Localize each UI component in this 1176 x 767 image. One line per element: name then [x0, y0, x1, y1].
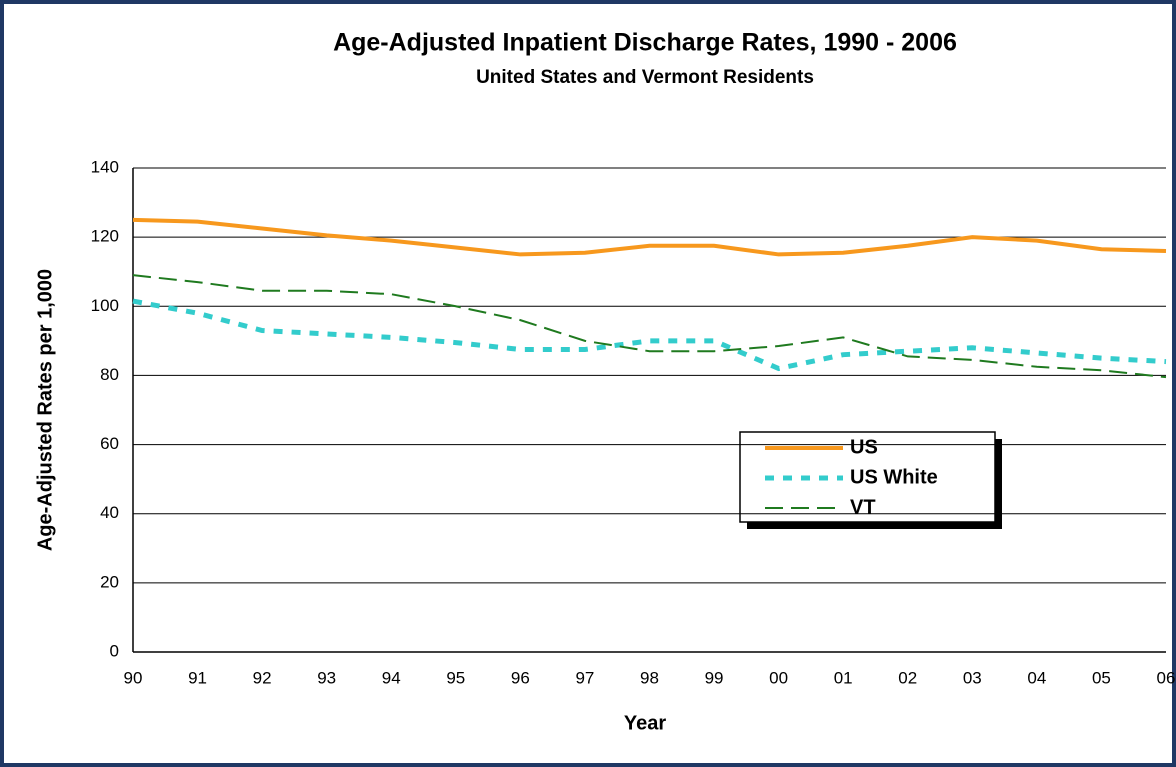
- x-tick-label: 90: [124, 668, 143, 687]
- x-tick-label: 04: [1027, 668, 1046, 687]
- legend-label: VT: [850, 496, 876, 518]
- y-tick-label: 100: [91, 296, 119, 315]
- legend-label: US: [850, 436, 878, 458]
- y-tick-label: 0: [110, 641, 119, 660]
- x-tick-label: 00: [769, 668, 788, 687]
- y-axis-title: Age-Adjusted Rates per 1,000: [34, 269, 56, 551]
- legend: US US White VT: [739, 431, 1002, 529]
- chart-title: Age-Adjusted Inpatient Discharge Rates, …: [333, 29, 957, 57]
- y-tick-label: 140: [91, 157, 119, 176]
- x-tick-label: 01: [834, 668, 853, 687]
- x-tick-label: 95: [446, 668, 465, 687]
- y-tick-label: 20: [100, 572, 119, 591]
- series-line: [132, 298, 1167, 372]
- series-line: [132, 274, 1167, 379]
- y-tick-label: 80: [100, 365, 119, 384]
- x-tick-label: 91: [188, 668, 207, 687]
- y-tick-label: 120: [91, 227, 119, 246]
- x-tick-label: 99: [705, 668, 724, 687]
- x-tick-label: 98: [640, 668, 659, 687]
- x-tick-label: 05: [1092, 668, 1111, 687]
- x-axis-title: Year: [624, 712, 666, 734]
- x-tick-label: 97: [575, 668, 594, 687]
- chart-subtitle: United States and Vermont Residents: [476, 67, 814, 88]
- y-tick-label: 40: [100, 503, 119, 522]
- y-tick-label: 60: [100, 434, 119, 453]
- x-tick-label: 93: [317, 668, 336, 687]
- x-tick-label: 96: [511, 668, 530, 687]
- x-tick-label: 06: [1157, 668, 1176, 687]
- x-tick-label: 94: [382, 668, 401, 687]
- x-tick-label: 02: [898, 668, 917, 687]
- x-tick-label: 03: [963, 668, 982, 687]
- series-line: [132, 217, 1167, 257]
- x-tick-label: 92: [253, 668, 272, 687]
- legend-label: US White: [850, 466, 938, 488]
